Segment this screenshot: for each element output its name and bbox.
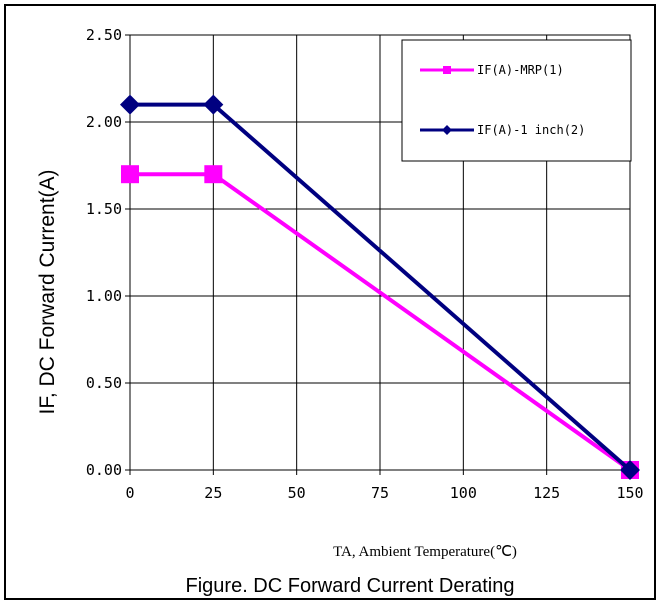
y-tick-label: 1.50 [86,200,122,218]
x-tick-label: 25 [204,484,222,502]
legend-item-1: IF(A)-MRP(1) [420,63,564,77]
x-tick-label: 0 [125,484,134,502]
x-tick-label: 100 [450,484,477,502]
data-point-diamond [203,94,224,115]
y-tick-label: 0.50 [86,374,122,392]
x-tick-label: 50 [288,484,306,502]
data-point-square [121,165,139,184]
data-point-square [204,165,223,184]
legend: IF(A)-MRP(1) IF(A)-1 inch(2) [401,39,632,162]
legend-label: IF(A)-1 inch(2) [477,123,585,137]
data-point-diamond [120,94,140,115]
legend-label: IF(A)-MRP(1) [477,63,564,77]
series-2 [120,94,640,480]
data-point-diamond [620,460,640,480]
series-layer [120,94,640,480]
x-tick-label: 75 [371,484,389,502]
legend-item-2: IF(A)-1 inch(2) [420,123,585,137]
y-tick-label: 0.00 [86,461,122,479]
x-tick-label: 150 [616,484,643,502]
x-axis-label: TA, Ambient Temperature(℃) [333,544,517,560]
legend-marker-diamond [442,125,452,135]
y-axis-ticks: 0.00 0.50 1.00 1.50 2.00 2.50 [86,26,130,479]
legend-box [401,39,632,162]
y-tick-label: 1.00 [86,287,122,305]
x-axis-ticks: 0 25 50 75 100 125 150 [125,470,644,502]
y-tick-label: 2.00 [86,113,122,131]
x-tick-label: 125 [533,484,560,502]
figure-caption: Figure. DC Forward Current Derating [186,575,515,597]
y-axis-label: IF, DC Forward Current(A) [36,169,59,414]
legend-marker-square [443,66,451,74]
y-tick-label: 2.50 [86,26,122,44]
